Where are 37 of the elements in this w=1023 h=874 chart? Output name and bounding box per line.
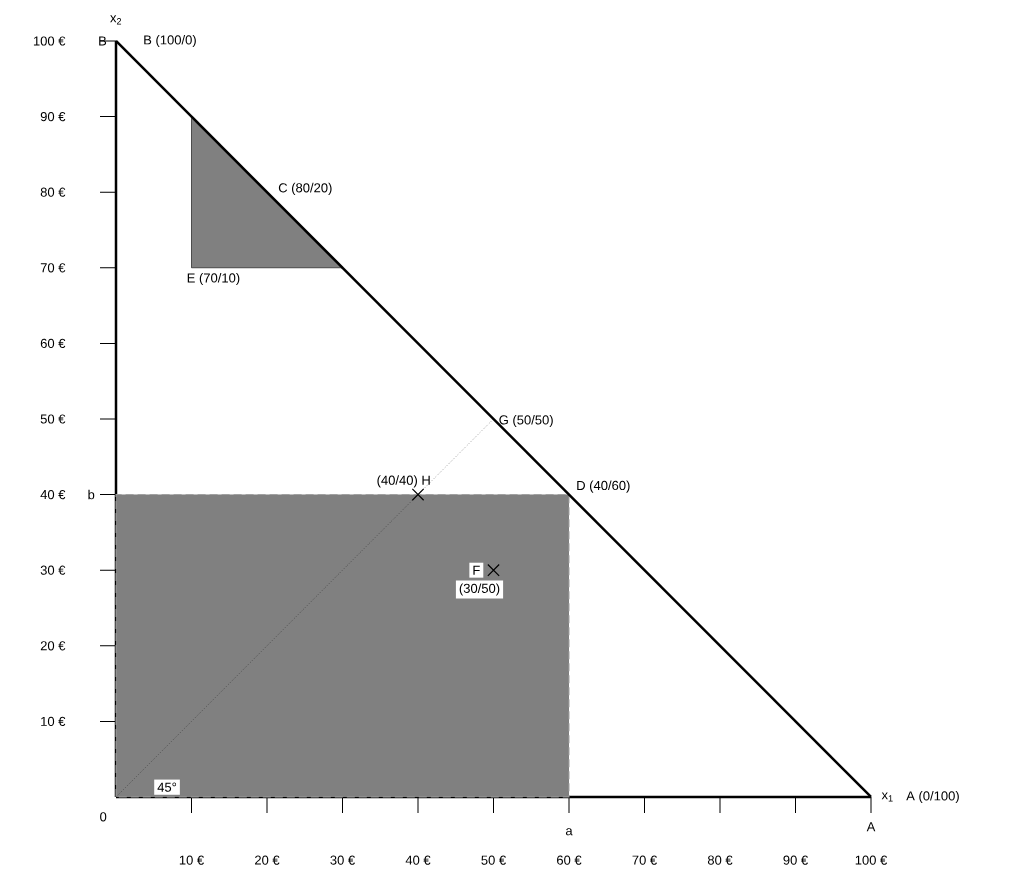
x-tick-label: 30 € [330, 855, 355, 865]
annotation: (40/40) H [377, 475, 430, 488]
y-tick-label: 20 € [40, 641, 66, 651]
x-tick-label: 90 € [783, 855, 808, 865]
x-axis-title: x$_{1}$ [881, 792, 893, 802]
y-tick-label: 70 € [40, 263, 66, 273]
y-axis-title: x$_{2}$ [110, 15, 122, 25]
y-tick-label: 40 € [40, 489, 66, 500]
annotation: A (0/100) [906, 790, 959, 804]
x-tick-label: 60 € [557, 855, 582, 865]
y-tick-label: 80 € [40, 187, 66, 197]
annotation: 45° [157, 782, 177, 792]
y-tick-label: 10 € [41, 716, 66, 726]
annotation: a [565, 828, 573, 836]
x-tick-label: 20 € [255, 855, 280, 865]
annotation: b [88, 489, 95, 500]
x-tick-label: 80 € [707, 855, 733, 865]
y-tick-label: 100 € [33, 36, 66, 46]
x-tick-label: 70 € [632, 855, 657, 865]
annotation: E (70/10) [187, 272, 240, 286]
annotation: G (50/50) [499, 414, 553, 428]
y-tick-label: 90 € [40, 111, 66, 122]
y-tick-label: 60 € [40, 338, 66, 348]
x-tick-label: 40 € [405, 855, 431, 865]
x-tick-label: 10 € [179, 855, 204, 865]
y-tick-label: 50 € [40, 414, 66, 424]
y-tick-label: 30 € [40, 565, 66, 575]
annotation: D (40/60) [577, 480, 630, 493]
annotation: A [866, 822, 876, 832]
annotation: B (100/0) [144, 34, 196, 48]
x-tick-label: 50 € [481, 855, 506, 865]
annotation: (30/50) [459, 583, 500, 596]
annotation: F [473, 565, 480, 575]
annotation: 0 [100, 812, 107, 822]
annotation: B [99, 36, 107, 46]
annotation: C (80/20) [278, 182, 332, 195]
x-tick-label: 100 € [855, 855, 888, 865]
